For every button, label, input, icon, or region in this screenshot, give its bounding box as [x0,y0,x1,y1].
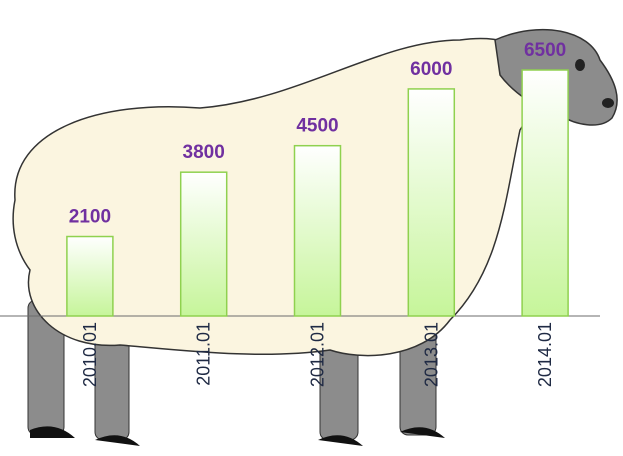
bar [521,69,569,317]
x-tick-label: 2014.01 [535,322,555,387]
data-label: 6500 [524,40,566,61]
data-label: 6000 [410,59,452,80]
x-tick-label: 2013.01 [421,322,441,387]
x-tick-label: 2011.01 [194,322,214,386]
x-tick-label: 2010.01 [80,322,100,387]
bar [66,235,114,317]
bar [293,144,342,317]
bar [179,171,228,317]
data-label: 2100 [69,207,111,228]
data-label: 4500 [296,116,338,137]
data-label: 3800 [183,142,225,163]
sheep-illustration [12,28,618,446]
bar [407,88,456,317]
x-tick-label: 2012.01 [308,322,328,387]
